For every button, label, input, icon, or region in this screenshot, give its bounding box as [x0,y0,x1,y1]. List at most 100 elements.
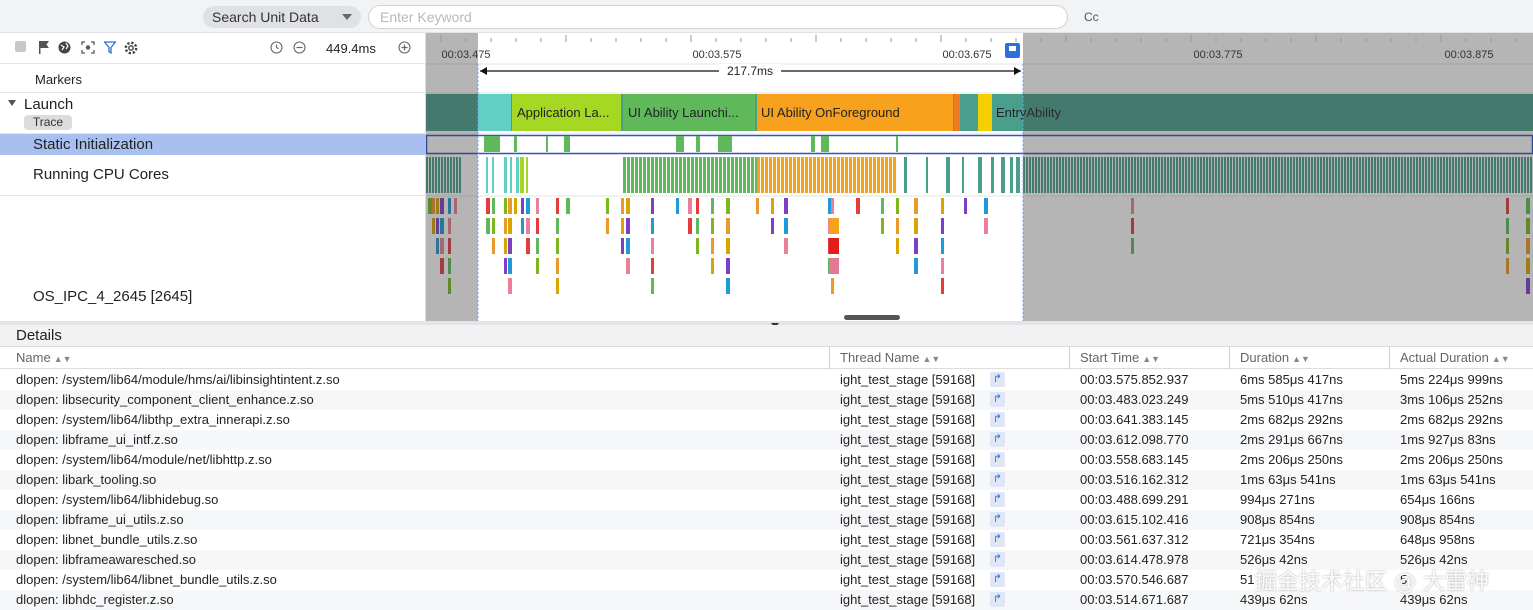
cpu-slice[interactable] [1188,157,1190,193]
ipc-slice[interactable] [521,198,524,214]
jump-to-thread-icon[interactable]: ↱ [990,432,1005,447]
cpu-slice[interactable] [1155,157,1157,193]
cpu-slice[interactable] [1107,157,1109,193]
search-unit-select[interactable]: Search Unit Data [203,6,361,28]
ipc-slice[interactable] [828,198,831,214]
cpu-slice[interactable] [1413,157,1415,193]
cpu-slice[interactable] [845,157,848,193]
cpu-slice[interactable] [1230,157,1232,193]
timeline-svg[interactable]: Application La... UI Ability Launchi... … [426,33,1533,321]
cpu-slice[interactable] [504,157,507,193]
ipc-slice[interactable] [428,198,432,214]
ipc-slice[interactable] [914,198,918,214]
cpu-slice[interactable] [719,157,722,193]
cpu-slice[interactable] [1353,157,1355,193]
cpu-slice[interactable] [735,157,738,193]
cpu-slice[interactable] [1464,157,1466,193]
cpu-slice[interactable] [751,157,754,193]
cpu-slice[interactable] [1470,157,1472,193]
cpu-slice[interactable] [695,157,698,193]
cpu-slice[interactable] [647,157,650,193]
jump-to-thread-icon[interactable]: ↱ [990,592,1005,607]
cpu-slice[interactable] [1509,157,1511,193]
column-divider[interactable] [1229,347,1230,369]
cpu-slice[interactable] [1518,157,1520,193]
jump-to-thread-icon[interactable]: ↱ [990,532,1005,547]
ipc-slice[interactable] [526,238,530,254]
cpu-slice[interactable] [1167,157,1169,193]
cpu-slice[interactable] [731,157,734,193]
cpu-slice[interactable] [1302,157,1304,193]
table-row[interactable]: dlopen: libframe_ui_intf.z.so ight_test_s… [0,430,1533,450]
cpu-slice[interactable] [1194,157,1196,193]
cpu-slice[interactable] [444,157,446,193]
cpu-slice[interactable] [1200,157,1202,193]
cpu-slice[interactable] [450,157,452,193]
ipc-slice[interactable] [651,258,654,274]
cpu-slice[interactable] [1218,157,1220,193]
cpu-slice[interactable] [1440,157,1442,193]
cpu-slice[interactable] [1191,157,1193,193]
static-init-slice[interactable] [484,136,500,152]
cpu-slice[interactable] [1515,157,1517,193]
cpu-slice[interactable] [857,157,860,193]
cpu-slice[interactable] [1488,157,1490,193]
cpu-slice[interactable] [1461,157,1463,193]
cpu-slice[interactable] [429,157,431,193]
cpu-slice[interactable] [1521,157,1523,193]
jump-to-thread-icon[interactable]: ↱ [990,552,1005,567]
ipc-slice[interactable] [756,198,759,214]
cpu-slice[interactable] [1329,157,1331,193]
ipc-slice[interactable] [556,278,559,294]
cpu-slice[interactable] [991,157,994,193]
cpu-slice[interactable] [1335,157,1337,193]
cpu-slice[interactable] [1467,157,1469,193]
launch-slice-ability-launching[interactable] [623,94,755,131]
ipc-slice[interactable] [626,238,630,254]
stop-icon[interactable] [14,41,27,54]
column-duration-header[interactable]: Duration ▲▼ [1240,350,1310,365]
cpu-slice[interactable] [703,157,706,193]
ipc-slice[interactable] [1526,238,1530,254]
cpu-slice[interactable] [1059,157,1061,193]
cpu-slice[interactable] [1272,157,1274,193]
cpu-slice[interactable] [1263,157,1265,193]
column-divider[interactable] [829,347,830,369]
cpu-slice[interactable] [1422,157,1424,193]
cpu-slice[interactable] [1113,157,1115,193]
ipc-slice[interactable] [448,238,451,254]
ipc-slice[interactable] [1506,218,1509,234]
cpu-slice[interactable] [1203,157,1205,193]
cpu-slice[interactable] [516,157,519,193]
cpu-slice[interactable] [1527,157,1529,193]
ipc-slice[interactable] [1131,218,1134,234]
track-os-ipc[interactable]: OS_IPC_4_2645 [2645] [0,196,426,321]
ipc-slice[interactable] [711,238,714,254]
cpu-slice[interactable] [643,157,646,193]
match-case-toggle[interactable]: Cc [1084,10,1099,24]
cpu-slice[interactable] [1398,157,1400,193]
cpu-slice[interactable] [1104,157,1106,193]
ipc-slice[interactable] [941,198,944,214]
cpu-slice[interactable] [1485,157,1487,193]
cpu-slice[interactable] [1137,157,1139,193]
cpu-slice[interactable] [679,157,682,193]
cpu-slice[interactable] [1410,157,1412,193]
ipc-slice[interactable] [508,198,512,214]
static-init-slice[interactable] [564,136,570,152]
cpu-slice[interactable] [1248,157,1250,193]
cpu-slice[interactable] [1212,157,1214,193]
ipc-slice[interactable] [440,198,444,214]
cpu-slice[interactable] [1119,157,1121,193]
cpu-slice[interactable] [853,157,856,193]
ipc-slice[interactable] [492,218,495,234]
cpu-slice[interactable] [456,157,458,193]
cpu-slice[interactable] [1290,157,1292,193]
ipc-slice[interactable] [831,278,834,294]
cpu-slice[interactable] [1356,157,1358,193]
ipc-slice[interactable] [711,258,714,274]
cpu-slice[interactable] [635,157,638,193]
ipc-slice[interactable] [881,218,884,234]
cpu-slice[interactable] [1506,157,1508,193]
cpu-slice[interactable] [1266,157,1268,193]
